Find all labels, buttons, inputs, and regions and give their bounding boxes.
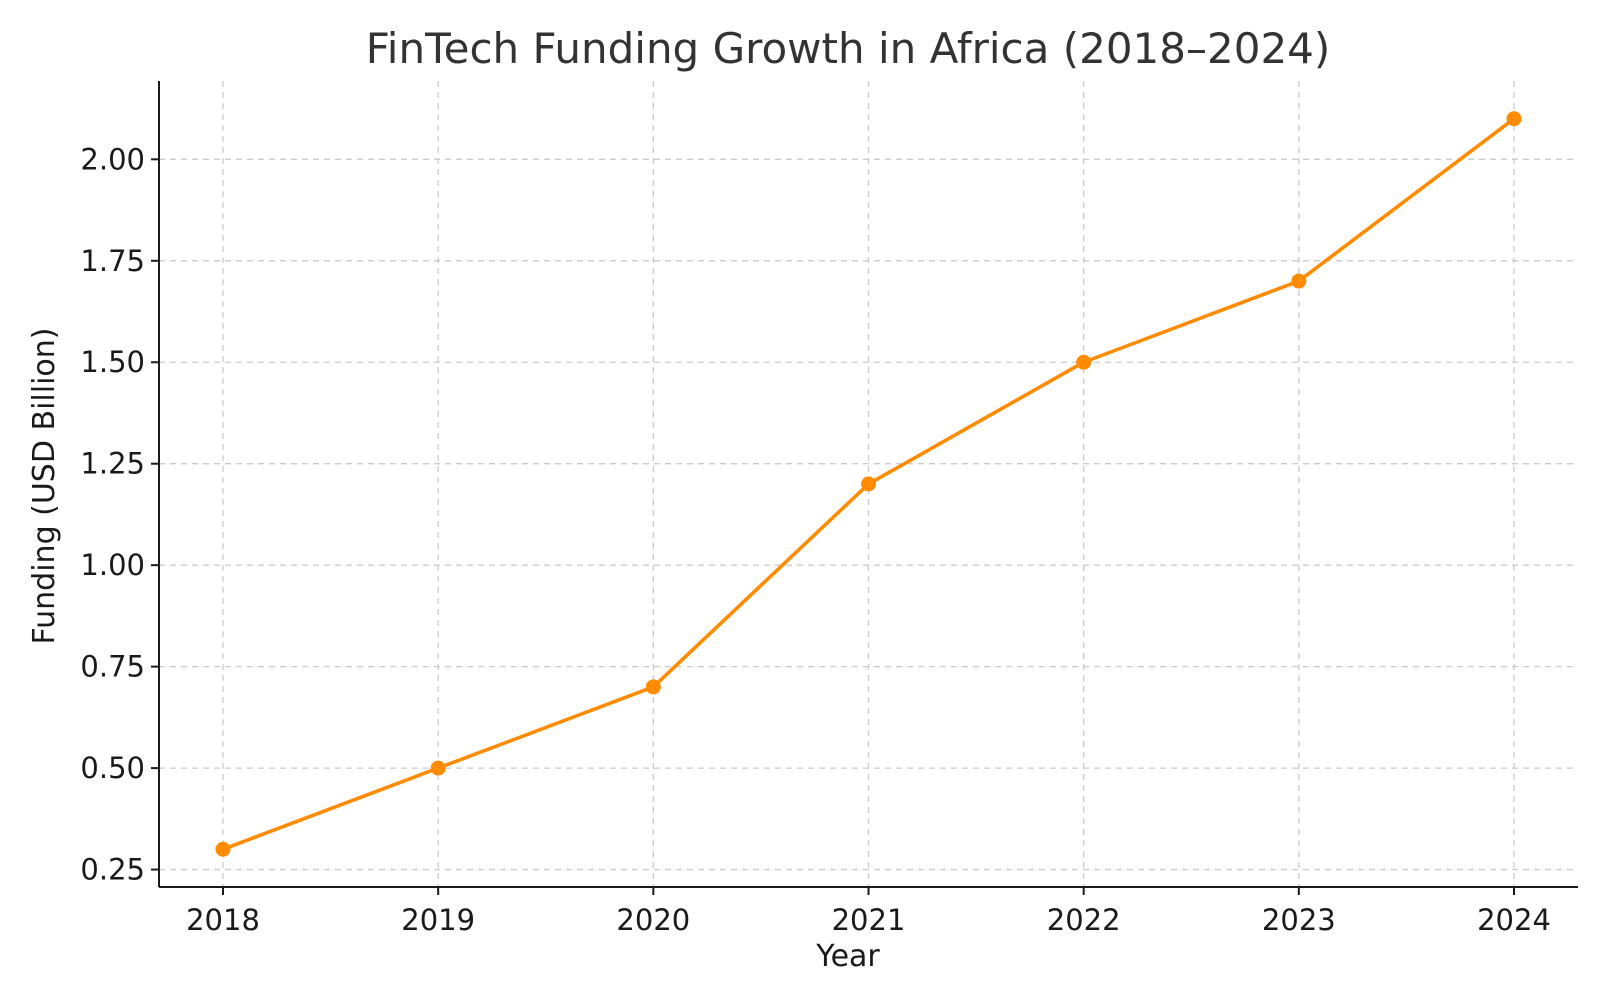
y-tick-label: 2.00 bbox=[80, 142, 145, 176]
y-tick-label: 1.25 bbox=[80, 447, 145, 481]
chart-title: FinTech Funding Growth in Africa (2018–2… bbox=[366, 24, 1331, 73]
axes bbox=[151, 81, 1578, 895]
data-point bbox=[1291, 273, 1307, 289]
data-point bbox=[1506, 111, 1522, 127]
y-tick-label: 1.75 bbox=[80, 244, 145, 278]
x-tick-label: 2021 bbox=[832, 903, 906, 937]
grid bbox=[159, 81, 1578, 887]
data-series bbox=[215, 111, 1522, 857]
data-point bbox=[215, 841, 231, 857]
y-axis-label: Funding (USD Billion) bbox=[27, 328, 62, 645]
x-tick-label: 2022 bbox=[1047, 903, 1121, 937]
y-tick-label: 0.50 bbox=[80, 751, 145, 785]
y-tick-label: 1.50 bbox=[80, 345, 145, 379]
y-tick-label: 0.25 bbox=[80, 853, 145, 887]
data-point bbox=[430, 760, 446, 776]
data-point bbox=[1076, 354, 1092, 370]
y-tick-label: 0.75 bbox=[80, 650, 145, 684]
y-tick-label: 1.00 bbox=[80, 548, 145, 582]
tick-labels: 2018 2019 2020 2021 2022 2023 2024 0.25 0.50 0.75… bbox=[80, 142, 1550, 937]
x-tick-label: 2023 bbox=[1262, 903, 1336, 937]
x-tick-label: 2020 bbox=[616, 903, 690, 937]
x-tick-label: 2024 bbox=[1477, 903, 1551, 937]
x-axis-label: Year bbox=[815, 939, 880, 974]
x-tick-label: 2019 bbox=[401, 903, 475, 937]
x-tick-label: 2018 bbox=[186, 903, 260, 937]
data-point bbox=[645, 679, 661, 695]
data-point bbox=[861, 476, 876, 492]
